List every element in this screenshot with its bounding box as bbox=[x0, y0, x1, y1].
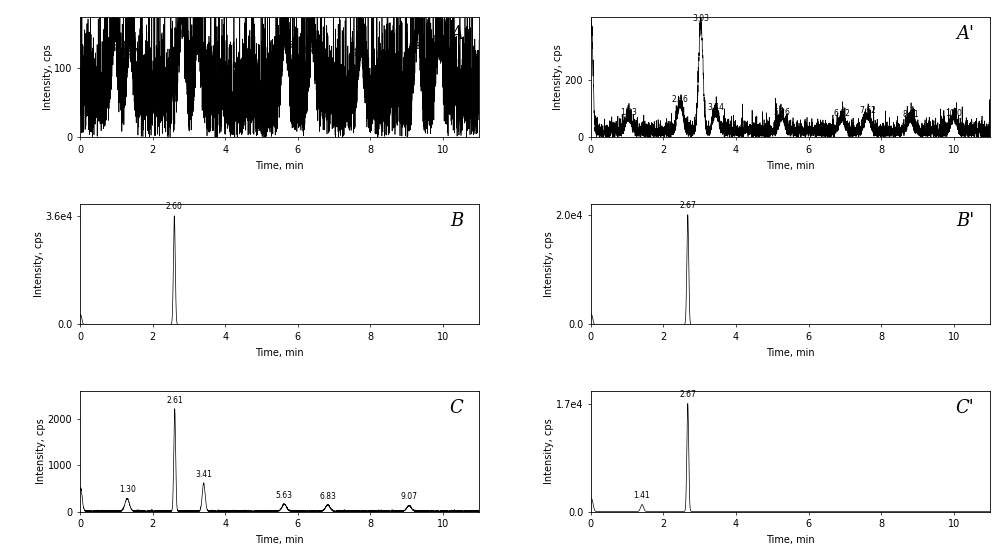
Text: 7.74: 7.74 bbox=[352, 49, 369, 58]
Text: 7.62: 7.62 bbox=[859, 106, 876, 115]
Text: B: B bbox=[450, 212, 463, 230]
Y-axis label: Intensity, cps: Intensity, cps bbox=[43, 44, 53, 110]
Text: 1.30: 1.30 bbox=[119, 485, 136, 494]
X-axis label: Time, min: Time, min bbox=[255, 161, 304, 171]
X-axis label: Time, min: Time, min bbox=[255, 535, 304, 545]
Text: 6.92: 6.92 bbox=[834, 109, 850, 118]
Text: 2.60: 2.60 bbox=[166, 202, 183, 211]
Text: 6.40: 6.40 bbox=[304, 46, 321, 55]
X-axis label: Time, min: Time, min bbox=[766, 161, 815, 171]
Text: A: A bbox=[450, 25, 463, 43]
X-axis label: Time, min: Time, min bbox=[766, 348, 815, 358]
Text: 1.37: 1.37 bbox=[121, 48, 138, 57]
Text: 3.03: 3.03 bbox=[692, 14, 709, 23]
Y-axis label: Intensity, cps: Intensity, cps bbox=[34, 231, 44, 297]
Text: 2.61: 2.61 bbox=[166, 395, 183, 405]
Text: 1.03: 1.03 bbox=[620, 108, 637, 117]
Text: C': C' bbox=[955, 399, 974, 417]
Text: 0.95: 0.95 bbox=[106, 44, 123, 53]
Text: 5.65: 5.65 bbox=[277, 41, 294, 50]
Text: 5.26: 5.26 bbox=[773, 108, 790, 117]
Y-axis label: Intensity, cps: Intensity, cps bbox=[544, 231, 554, 297]
Text: 2.67: 2.67 bbox=[679, 201, 696, 210]
Y-axis label: Intensity, cps: Intensity, cps bbox=[36, 418, 46, 484]
Text: 9.07: 9.07 bbox=[401, 492, 418, 501]
X-axis label: Time, min: Time, min bbox=[766, 535, 815, 545]
Text: C: C bbox=[449, 399, 463, 417]
Text: B': B' bbox=[956, 212, 974, 230]
Text: 2.67: 2.67 bbox=[679, 390, 696, 399]
Y-axis label: Intensity, cps: Intensity, cps bbox=[553, 44, 563, 110]
Text: 2.80: 2.80 bbox=[173, 31, 190, 39]
Text: 6.83: 6.83 bbox=[319, 492, 336, 500]
Text: 5.63: 5.63 bbox=[276, 491, 293, 500]
Text: 2.46: 2.46 bbox=[672, 95, 689, 104]
Text: 9.30: 9.30 bbox=[409, 42, 426, 51]
X-axis label: Time, min: Time, min bbox=[255, 348, 304, 358]
Text: 3.44: 3.44 bbox=[707, 103, 724, 112]
Text: A': A' bbox=[956, 25, 974, 43]
Text: 9.89: 9.89 bbox=[430, 51, 447, 60]
Text: 8.81: 8.81 bbox=[902, 110, 919, 119]
Y-axis label: Intensity, cps: Intensity, cps bbox=[544, 418, 554, 484]
Text: 3.41: 3.41 bbox=[195, 470, 212, 479]
Text: 1.41: 1.41 bbox=[634, 491, 650, 500]
Text: 10.0: 10.0 bbox=[945, 109, 962, 118]
Text: 3.25: 3.25 bbox=[189, 48, 206, 57]
